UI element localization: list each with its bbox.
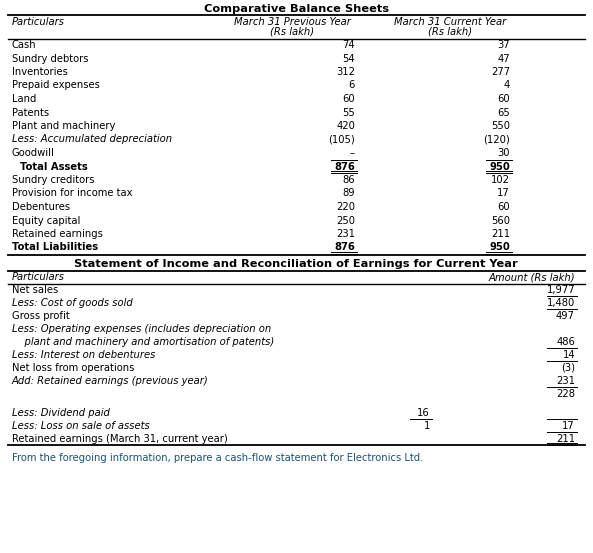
Text: Statement of Income and Reconciliation of Earnings for Current Year: Statement of Income and Reconciliation o… (74, 259, 518, 269)
Text: 420: 420 (336, 121, 355, 131)
Text: 228: 228 (556, 389, 575, 399)
Text: March 31 Current Year: March 31 Current Year (394, 17, 506, 27)
Text: Total Assets: Total Assets (20, 161, 88, 171)
Text: Sundry debtors: Sundry debtors (12, 54, 88, 64)
Text: 60: 60 (498, 94, 510, 104)
Text: (105): (105) (329, 134, 355, 144)
Text: (Rs lakh): (Rs lakh) (270, 27, 314, 37)
Text: Less: Loss on sale of assets: Less: Loss on sale of assets (12, 421, 150, 431)
Text: Less: Interest on debentures: Less: Interest on debentures (12, 350, 155, 360)
Text: 54: 54 (342, 54, 355, 64)
Text: 55: 55 (342, 107, 355, 117)
Text: Cash: Cash (12, 40, 37, 50)
Text: 17: 17 (562, 421, 575, 431)
Text: Total Liabilities: Total Liabilities (12, 243, 98, 253)
Text: Equity capital: Equity capital (12, 216, 81, 226)
Text: 312: 312 (336, 67, 355, 77)
Text: 17: 17 (498, 189, 510, 199)
Text: Add: Retained earnings (previous year): Add: Retained earnings (previous year) (12, 376, 209, 386)
Text: Gross profit: Gross profit (12, 311, 70, 321)
Text: 950: 950 (489, 161, 510, 171)
Text: Goodwill: Goodwill (12, 148, 55, 158)
Text: (3): (3) (561, 363, 575, 373)
Text: 74: 74 (342, 40, 355, 50)
Text: Provision for income tax: Provision for income tax (12, 189, 132, 199)
Text: 1: 1 (423, 421, 430, 431)
Text: 497: 497 (556, 311, 575, 321)
Text: Comparative Balance Sheets: Comparative Balance Sheets (203, 4, 388, 14)
Text: Land: Land (12, 94, 36, 104)
Text: Retained earnings: Retained earnings (12, 229, 103, 239)
Text: 60: 60 (498, 202, 510, 212)
Text: 876: 876 (334, 243, 355, 253)
Text: Less: Dividend paid: Less: Dividend paid (12, 408, 110, 418)
Text: 231: 231 (556, 376, 575, 386)
Text: 6: 6 (349, 81, 355, 91)
Text: (120): (120) (483, 134, 510, 144)
Text: Less: Cost of goods sold: Less: Cost of goods sold (12, 298, 133, 308)
Text: Debentures: Debentures (12, 202, 70, 212)
Text: 4: 4 (503, 81, 510, 91)
Text: 1,977: 1,977 (546, 285, 575, 295)
Text: (Rs lakh): (Rs lakh) (428, 27, 472, 37)
Text: 60: 60 (342, 94, 355, 104)
Text: 486: 486 (556, 337, 575, 347)
Text: 102: 102 (491, 175, 510, 185)
Text: Net sales: Net sales (12, 285, 58, 295)
Text: Prepaid expenses: Prepaid expenses (12, 81, 100, 91)
Text: 211: 211 (556, 434, 575, 444)
Text: Retained earnings (March 31, current year): Retained earnings (March 31, current yea… (12, 434, 228, 444)
Text: 250: 250 (336, 216, 355, 226)
Text: 47: 47 (498, 54, 510, 64)
Text: plant and machinery and amortisation of patents): plant and machinery and amortisation of … (12, 337, 274, 347)
Text: 89: 89 (342, 189, 355, 199)
Text: 14: 14 (562, 350, 575, 360)
Text: Amount (Rs lakh): Amount (Rs lakh) (489, 272, 575, 282)
Text: 560: 560 (491, 216, 510, 226)
Text: Particulars: Particulars (12, 272, 65, 282)
Text: 65: 65 (498, 107, 510, 117)
Text: 550: 550 (491, 121, 510, 131)
Text: Net loss from operations: Net loss from operations (12, 363, 135, 373)
Text: Plant and machinery: Plant and machinery (12, 121, 116, 131)
Text: Less: Accumulated depreciation: Less: Accumulated depreciation (12, 134, 172, 144)
Text: Inventories: Inventories (12, 67, 68, 77)
Text: March 31 Previous Year: March 31 Previous Year (234, 17, 351, 27)
Text: Particulars: Particulars (12, 17, 65, 27)
Text: –: – (350, 148, 355, 158)
Text: 37: 37 (498, 40, 510, 50)
Text: 220: 220 (336, 202, 355, 212)
Text: 1,480: 1,480 (547, 298, 575, 308)
Text: 211: 211 (491, 229, 510, 239)
Text: 876: 876 (334, 161, 355, 171)
Text: Patents: Patents (12, 107, 49, 117)
Text: From the foregoing information, prepare a cash-flow statement for Electronics Lt: From the foregoing information, prepare … (12, 453, 423, 463)
Text: 16: 16 (417, 408, 430, 418)
Text: Sundry creditors: Sundry creditors (12, 175, 94, 185)
Text: 950: 950 (489, 243, 510, 253)
Text: 30: 30 (498, 148, 510, 158)
Text: 86: 86 (342, 175, 355, 185)
Text: 231: 231 (336, 229, 355, 239)
Text: 277: 277 (491, 67, 510, 77)
Text: Less: Operating expenses (includes depreciation on: Less: Operating expenses (includes depre… (12, 324, 271, 334)
